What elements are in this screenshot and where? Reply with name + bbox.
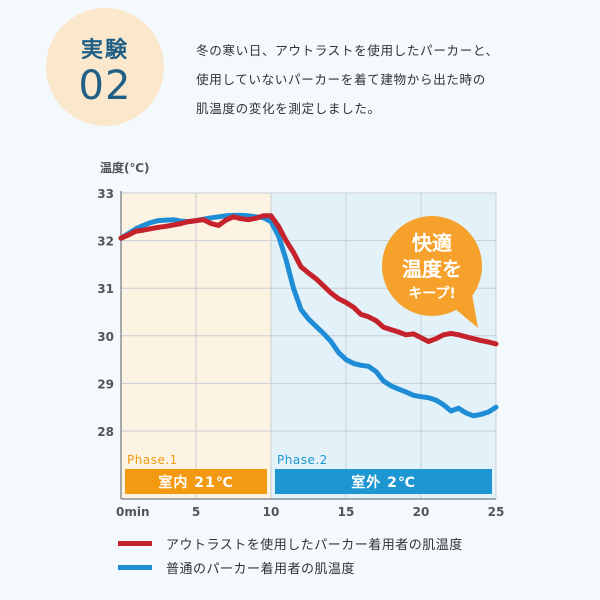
legend-label-outlast: アウトラストを使用したパーカー着用者の肌温度: [166, 538, 463, 553]
legend-item-normal: 普通のパーカー着用者の肌温度: [118, 558, 355, 577]
description-line-1: 冬の寒い日、アウトラストを使用したパーカーと、: [196, 43, 499, 58]
phase2-name: Phase.2: [277, 453, 328, 467]
phase1-label: 室内 21℃: [158, 474, 233, 491]
y-tick-label-30: 30: [97, 330, 114, 344]
callout-text-2: 温度を: [402, 257, 462, 281]
description-line-2: 使用していないパーカーを着て建物から出た時の: [196, 72, 486, 87]
experiment-badge: 実験 02: [46, 8, 164, 126]
series-line-outlast: [118, 213, 499, 347]
y-tick-label-33: 33: [97, 187, 114, 201]
phase2-bar: [275, 469, 492, 494]
x-tick-label-1: 5: [192, 505, 200, 519]
callout-bubble: [382, 216, 482, 316]
experiment-description: 冬の寒い日、アウトラストを使用したパーカーと、 使用していないパーカーを着て建物…: [196, 36, 576, 123]
legend-label-normal: 普通のパーカー着用者の肌温度: [166, 562, 356, 577]
y-tick-label-29: 29: [97, 377, 114, 391]
y-axis-label: 温度(℃): [100, 160, 150, 175]
x-tick-label-5: 25: [488, 505, 505, 519]
y-tick-label-28: 28: [97, 425, 114, 439]
legend-item-outlast: アウトラストを使用したパーカー着用者の肌温度: [118, 534, 463, 553]
phase1-name: Phase.1: [127, 453, 178, 467]
experiment-number: 02: [78, 63, 132, 109]
x-tick-label-2: 10: [263, 505, 280, 519]
phase2-label: 室外 2℃: [351, 474, 416, 491]
x-tick-label-4: 20: [413, 505, 430, 519]
callout-tail: [454, 294, 478, 328]
y-tick-label-31: 31: [97, 282, 114, 296]
callout-text-3: キープ!: [408, 286, 456, 302]
description-line-3: 肌温度の変化を測定しました。: [196, 101, 381, 116]
x-tick-label-3: 15: [338, 505, 355, 519]
x-tick-label-0: 0min: [116, 505, 150, 519]
legend-swatch-red: [118, 541, 152, 546]
y-tick-label-32: 32: [97, 235, 114, 249]
phase1-bar: [125, 469, 267, 494]
legend-swatch-blue: [118, 565, 152, 570]
experiment-label: 実験: [80, 38, 129, 63]
callout-text-1: 快適: [412, 231, 452, 255]
